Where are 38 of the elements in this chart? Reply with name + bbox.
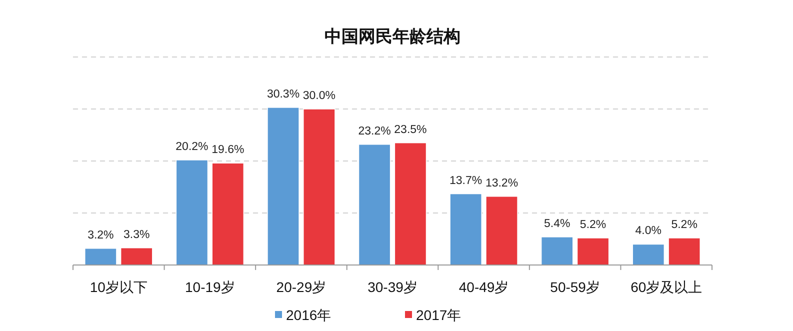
bar	[576, 238, 610, 266]
data-label: 20.2%	[176, 140, 208, 153]
x-tick-label: 10岁以下	[90, 279, 148, 295]
data-label: 23.5%	[394, 124, 427, 136]
data-label: 5.4%	[544, 218, 570, 230]
x-tick-label: 30-39岁	[368, 279, 418, 295]
x-tick-label: 20-29岁	[276, 279, 326, 295]
bar	[212, 162, 244, 266]
legend-label: 2016年	[286, 307, 332, 323]
bar	[84, 248, 117, 266]
bar	[176, 160, 208, 266]
x-tick-label: 60岁及以上	[630, 279, 702, 295]
data-label: 5.2%	[671, 218, 698, 231]
bar	[120, 247, 153, 266]
data-label: 4.0%	[635, 225, 662, 238]
bar	[267, 107, 300, 266]
bar	[486, 196, 518, 266]
x-tick-label: 50-59岁	[550, 279, 600, 295]
data-label: 3.2%	[88, 229, 114, 242]
bar	[302, 108, 336, 266]
legend-label: 2017年	[416, 307, 462, 323]
bar	[540, 236, 574, 266]
chart-title: 中国网民年龄结构	[324, 27, 460, 46]
bar	[394, 142, 427, 266]
data-label: 5.2%	[580, 218, 606, 231]
x-tick-label: 10-19岁	[185, 279, 235, 295]
data-label: 3.3%	[124, 228, 150, 241]
data-label: 13.7%	[450, 174, 482, 187]
data-label: 19.6%	[212, 144, 244, 156]
bar	[358, 144, 391, 266]
data-label: 23.2%	[358, 125, 391, 138]
x-tick-label: 40-49岁	[458, 279, 509, 295]
bar	[450, 193, 482, 266]
bar	[632, 244, 665, 266]
data-label: 30.0%	[302, 90, 336, 102]
data-label: 30.3%	[266, 88, 300, 100]
data-label: 13.2%	[485, 177, 518, 190]
bar	[668, 238, 701, 266]
